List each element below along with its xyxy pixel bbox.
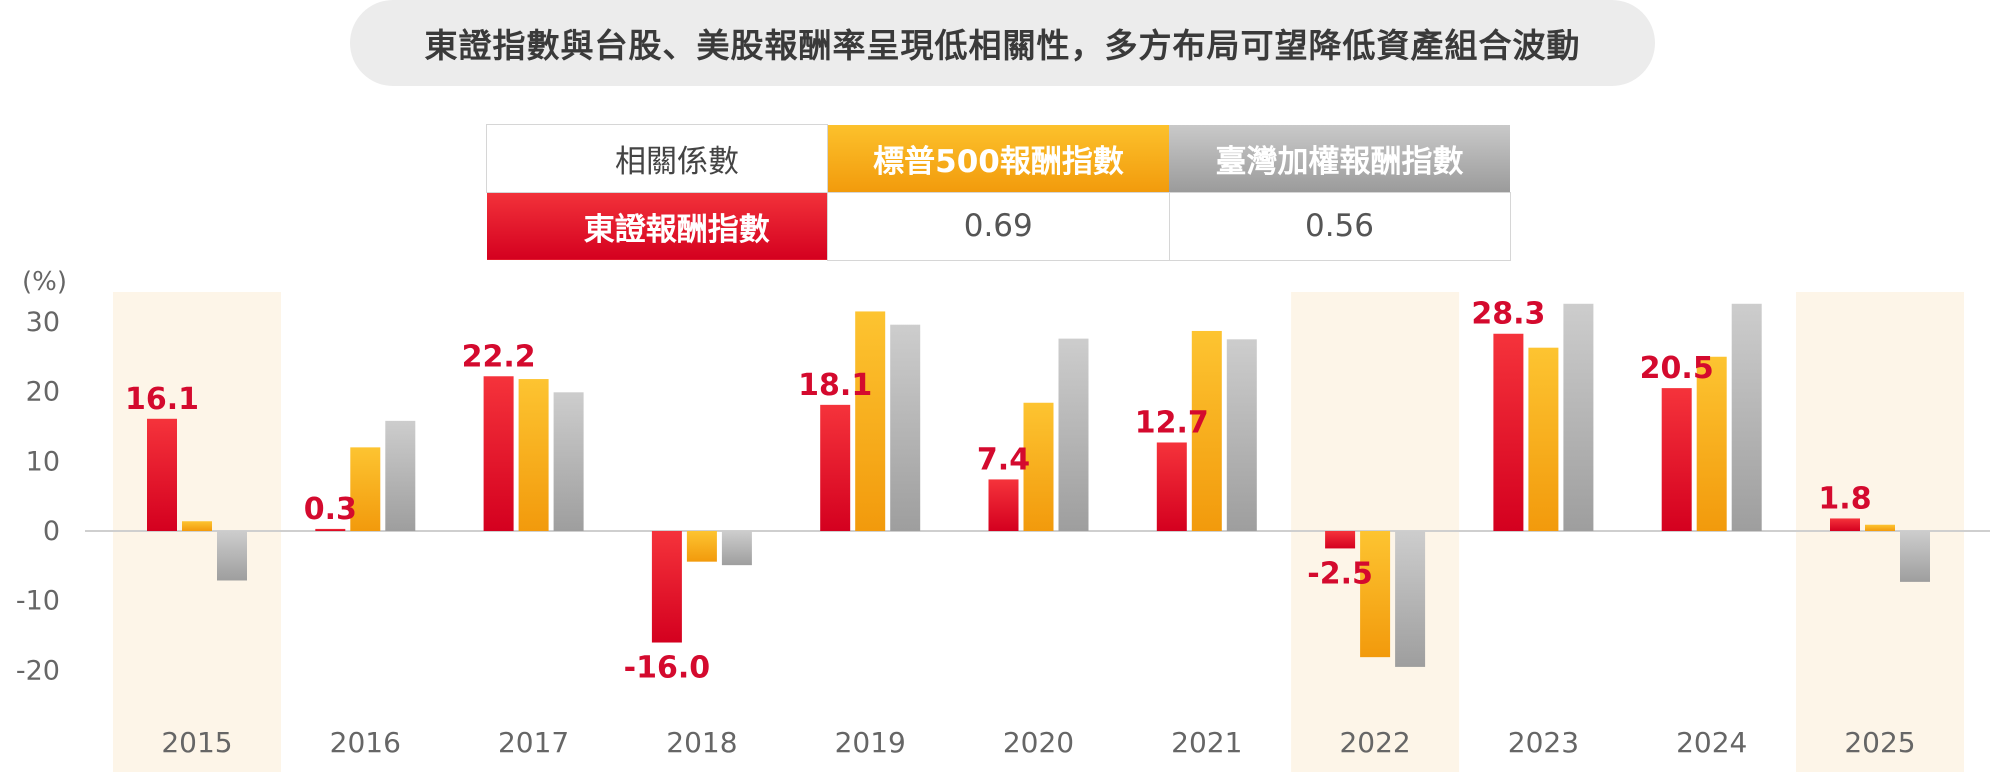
bar-taiwan-2016: [385, 420, 416, 531]
bar-sp500-2025: [1865, 524, 1895, 531]
data-label-2015: 16.1: [125, 382, 199, 417]
bar-sp500-2019: [855, 311, 886, 531]
x-tick-label-2017: 2017: [498, 726, 569, 759]
bar-sp500-2020: [1023, 402, 1054, 531]
data-label-2025: 1.8: [1818, 481, 1871, 516]
x-tick-label-2016: 2016: [330, 726, 401, 759]
data-label-2023: 28.3: [1471, 297, 1545, 332]
sp500-column-header: 標普500報酬指數: [827, 124, 1169, 192]
bar-sp500-2022: [1360, 531, 1391, 658]
x-tick-label-2025: 2025: [1844, 726, 1915, 759]
bar-sp500-2021: [1191, 330, 1222, 531]
bar-chart: (%) 30 20 10 0 -10 -20 2015 16.1 2016 0.3 2017 22.2…: [16, 267, 1990, 772]
bar-topix-2023: [1493, 333, 1524, 531]
x-tick-label-2021: 2021: [1171, 726, 1242, 759]
data-label-2021: 12.7: [1135, 405, 1209, 440]
bar-topix-2022: [1325, 531, 1356, 549]
data-label-2017: 22.2: [462, 339, 536, 374]
data-label-2016: 0.3: [304, 492, 357, 527]
bar-topix-2017: [483, 376, 514, 531]
x-tick-label-2019: 2019: [835, 726, 906, 759]
bar-taiwan-2019: [890, 324, 921, 531]
x-tick-label-2022: 2022: [1339, 726, 1410, 759]
bar-taiwan-2021: [1226, 339, 1257, 531]
x-tick-label-2020: 2020: [1003, 726, 1074, 759]
data-label-2020: 7.4: [977, 442, 1030, 477]
y-axis-unit-label: (%): [22, 267, 67, 297]
bar-taiwan-2017: [553, 392, 584, 531]
bar-sp500-2023: [1528, 347, 1559, 531]
bar-topix-2025: [1830, 518, 1860, 531]
bar-sp500-2024: [1696, 356, 1727, 531]
data-label-2019: 18.1: [798, 368, 872, 403]
x-tick-label-2015: 2015: [161, 726, 232, 759]
bar-topix-2019: [820, 404, 851, 531]
bar-taiwan-2015: [217, 531, 247, 581]
bar-topix-2018: [651, 531, 682, 643]
bar-sp500-2015: [182, 521, 212, 531]
y-tick-label: 20: [26, 377, 60, 408]
x-tick-label-2024: 2024: [1676, 726, 1747, 759]
correlation-header-label: 相關係數: [486, 124, 828, 193]
topix-row-label: 東證報酬指數: [486, 192, 828, 260]
bar-topix-2024: [1661, 388, 1692, 531]
y-tick-label: 30: [26, 307, 60, 338]
correlation-value-taiwan: 0.56: [1168, 191, 1511, 261]
taiwan-column-header: 臺灣加權報酬指數: [1169, 124, 1510, 192]
bar-sp500-2016: [350, 447, 381, 531]
correlation-value-sp500: 0.69: [827, 191, 1170, 261]
bar-topix-2016: [315, 528, 346, 531]
data-label-2024: 20.5: [1640, 351, 1714, 386]
x-tick-label-2018: 2018: [666, 726, 737, 759]
bar-taiwan-2018: [721, 531, 752, 566]
bar-taiwan-2025: [1900, 531, 1930, 582]
bar-topix-2021: [1156, 442, 1187, 531]
bar-taiwan-2022: [1395, 531, 1426, 667]
x-tick-label-2023: 2023: [1508, 726, 1579, 759]
bar-sp500-2017: [518, 379, 549, 531]
bar-sp500-2018: [686, 531, 717, 562]
bar-taiwan-2023: [1563, 303, 1594, 531]
y-tick-label: 0: [43, 516, 60, 547]
bar-topix-2020: [988, 479, 1019, 531]
data-label-2018: -16.0: [624, 651, 710, 686]
correlation-table: 相關係數 標普500報酬指數 臺灣加權報酬指數 東證報酬指數 0.69 0.56: [486, 124, 1511, 261]
y-tick-label: -10: [16, 586, 60, 617]
bar-taiwan-2020: [1058, 338, 1089, 531]
y-tick-label: 10: [26, 446, 60, 477]
y-tick-label: -20: [16, 655, 60, 686]
bar-topix-2015: [147, 418, 177, 531]
bar-taiwan-2024: [1731, 303, 1762, 531]
chart-title: 東證指數與台股、美股報酬率呈現低相關性，多方布局可望降低資產組合波動: [350, 0, 1655, 86]
data-label-2022: -2.5: [1307, 556, 1373, 591]
